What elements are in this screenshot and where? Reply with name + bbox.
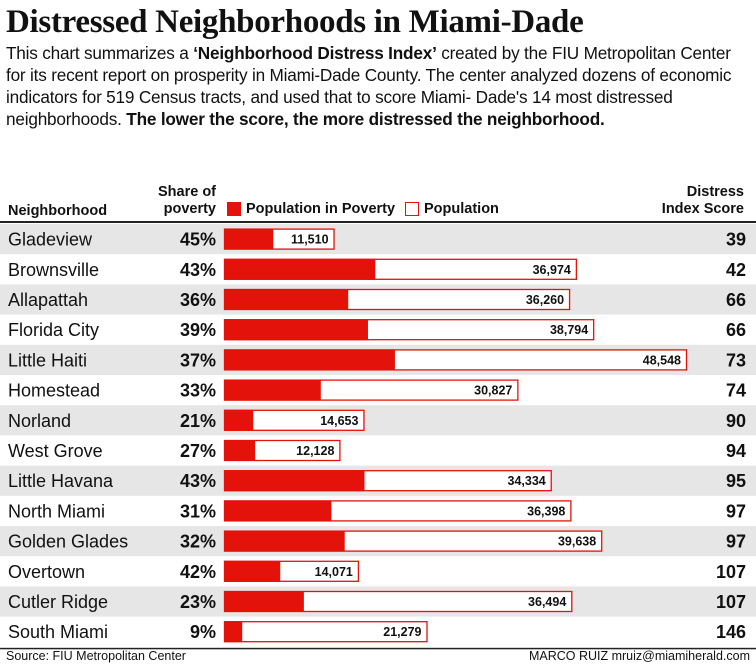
neighborhood-label: Gladeview <box>8 230 93 250</box>
population-label: 48,548 <box>643 353 681 367</box>
share-label: 9% <box>190 622 216 642</box>
description-text-1: This chart summarizes a <box>6 43 194 63</box>
distress-score-label: 95 <box>726 471 746 491</box>
score-column-header: Distress Index Score <box>640 184 744 218</box>
distress-score-label: 94 <box>726 441 746 461</box>
neighborhood-label: Cutler Ridge <box>8 592 108 612</box>
population-label: 34,334 <box>508 474 546 488</box>
poverty-bar <box>224 409 254 431</box>
distress-score-label: 146 <box>716 622 746 642</box>
poverty-bar <box>224 530 345 552</box>
chart-title: Distressed Neighborhoods in Miami-Dade <box>6 4 584 40</box>
neighborhood-label: Florida City <box>8 320 99 340</box>
legend-population-label: Population <box>424 201 499 217</box>
legend-population: Population <box>405 201 499 217</box>
share-label: 42% <box>180 562 216 582</box>
neighborhood-label: Overtown <box>8 562 85 582</box>
population-label: 30,827 <box>474 384 512 398</box>
legend-poverty-swatch <box>227 202 241 216</box>
share-header-line-2: poverty <box>163 201 216 217</box>
distress-score-label: 39 <box>726 230 746 250</box>
share-label: 27% <box>180 441 216 461</box>
description-bold-1: ‘Neighborhood Distress Index’ <box>193 43 437 63</box>
population-label: 39,638 <box>558 535 596 549</box>
neighborhood-column-header: Neighborhood <box>8 203 108 219</box>
poverty-bar <box>224 591 304 612</box>
chart-description: This chart summarizes a ‘Neighborhood Di… <box>6 42 750 130</box>
poverty-bar <box>224 560 281 582</box>
poverty-bar <box>224 440 256 461</box>
neighborhood-label: Little Havana <box>8 471 114 491</box>
share-label: 43% <box>180 260 216 280</box>
legend-poverty: Population in Poverty <box>227 201 395 217</box>
population-label: 36,260 <box>526 293 564 307</box>
poverty-bar <box>224 470 365 492</box>
neighborhood-label: Allapattah <box>8 290 88 310</box>
neighborhood-label: South Miami <box>8 622 108 642</box>
credit-note: MARCO RUIZ mruiz@miamiherald.com <box>528 649 750 663</box>
distress-score-label: 66 <box>726 290 746 310</box>
poverty-bar <box>224 319 368 341</box>
share-label: 21% <box>180 411 216 431</box>
distress-score-label: 107 <box>716 562 746 582</box>
share-label: 33% <box>180 381 216 401</box>
poverty-bar <box>224 289 349 310</box>
population-label: 38,794 <box>550 323 588 337</box>
distress-score-label: 97 <box>726 501 746 521</box>
share-label: 45% <box>180 230 216 250</box>
poverty-bar <box>224 228 274 250</box>
share-label: 31% <box>180 501 216 521</box>
legend-population-swatch <box>405 202 419 216</box>
population-label: 36,398 <box>527 504 565 518</box>
share-header-line-1: Share of <box>157 184 216 200</box>
poverty-bar <box>224 500 332 522</box>
neighborhood-label: Little Haiti <box>8 350 87 370</box>
legend-poverty-label: Population in Poverty <box>246 201 396 217</box>
header-rule <box>0 221 756 223</box>
population-label: 14,653 <box>320 414 358 428</box>
poverty-bar <box>224 258 376 280</box>
neighborhood-label: North Miami <box>8 501 105 521</box>
distress-score-label: 90 <box>726 411 746 431</box>
description-bold-2: The lower the score, the more distressed… <box>126 109 605 129</box>
distress-score-label: 74 <box>726 381 746 401</box>
row-band <box>0 224 756 255</box>
population-label: 36,494 <box>528 595 566 609</box>
poverty-bar <box>224 379 321 401</box>
distress-score-label: 66 <box>726 320 746 340</box>
distress-score-label: 107 <box>716 592 746 612</box>
share-label: 37% <box>180 350 216 370</box>
description-text-2: created by the FIU Metropolitan Center f… <box>6 43 732 129</box>
neighborhood-label: West Grove <box>8 441 103 461</box>
distress-score-label: 42 <box>726 260 746 280</box>
distress-score-label: 97 <box>726 532 746 552</box>
share-label: 43% <box>180 471 216 491</box>
row-band <box>0 405 756 436</box>
poverty-bar <box>224 349 395 371</box>
share-column-header: Share of poverty <box>148 184 216 218</box>
neighborhood-label: Homestead <box>8 381 100 401</box>
score-header-line-1: Distress <box>686 184 744 200</box>
population-label: 14,071 <box>315 565 353 579</box>
source-note: Source: FIU Metropolitan Center <box>6 649 186 663</box>
share-label: 36% <box>180 290 216 310</box>
poverty-bar <box>224 621 243 643</box>
population-label: 21,279 <box>383 625 421 639</box>
share-label: 39% <box>180 320 216 340</box>
neighborhood-label: Brownsville <box>8 260 99 280</box>
population-label: 11,510 <box>291 233 329 247</box>
share-label: 32% <box>180 532 216 552</box>
neighborhood-label: Golden Glades <box>8 532 128 552</box>
population-label: 36,974 <box>533 263 571 277</box>
footer-rule <box>0 647 756 650</box>
distress-score-label: 73 <box>726 350 746 370</box>
score-header-line-2: Index Score <box>661 201 744 217</box>
share-label: 23% <box>180 592 216 612</box>
neighborhood-label: Norland <box>8 411 71 431</box>
population-label: 12,128 <box>296 444 334 458</box>
